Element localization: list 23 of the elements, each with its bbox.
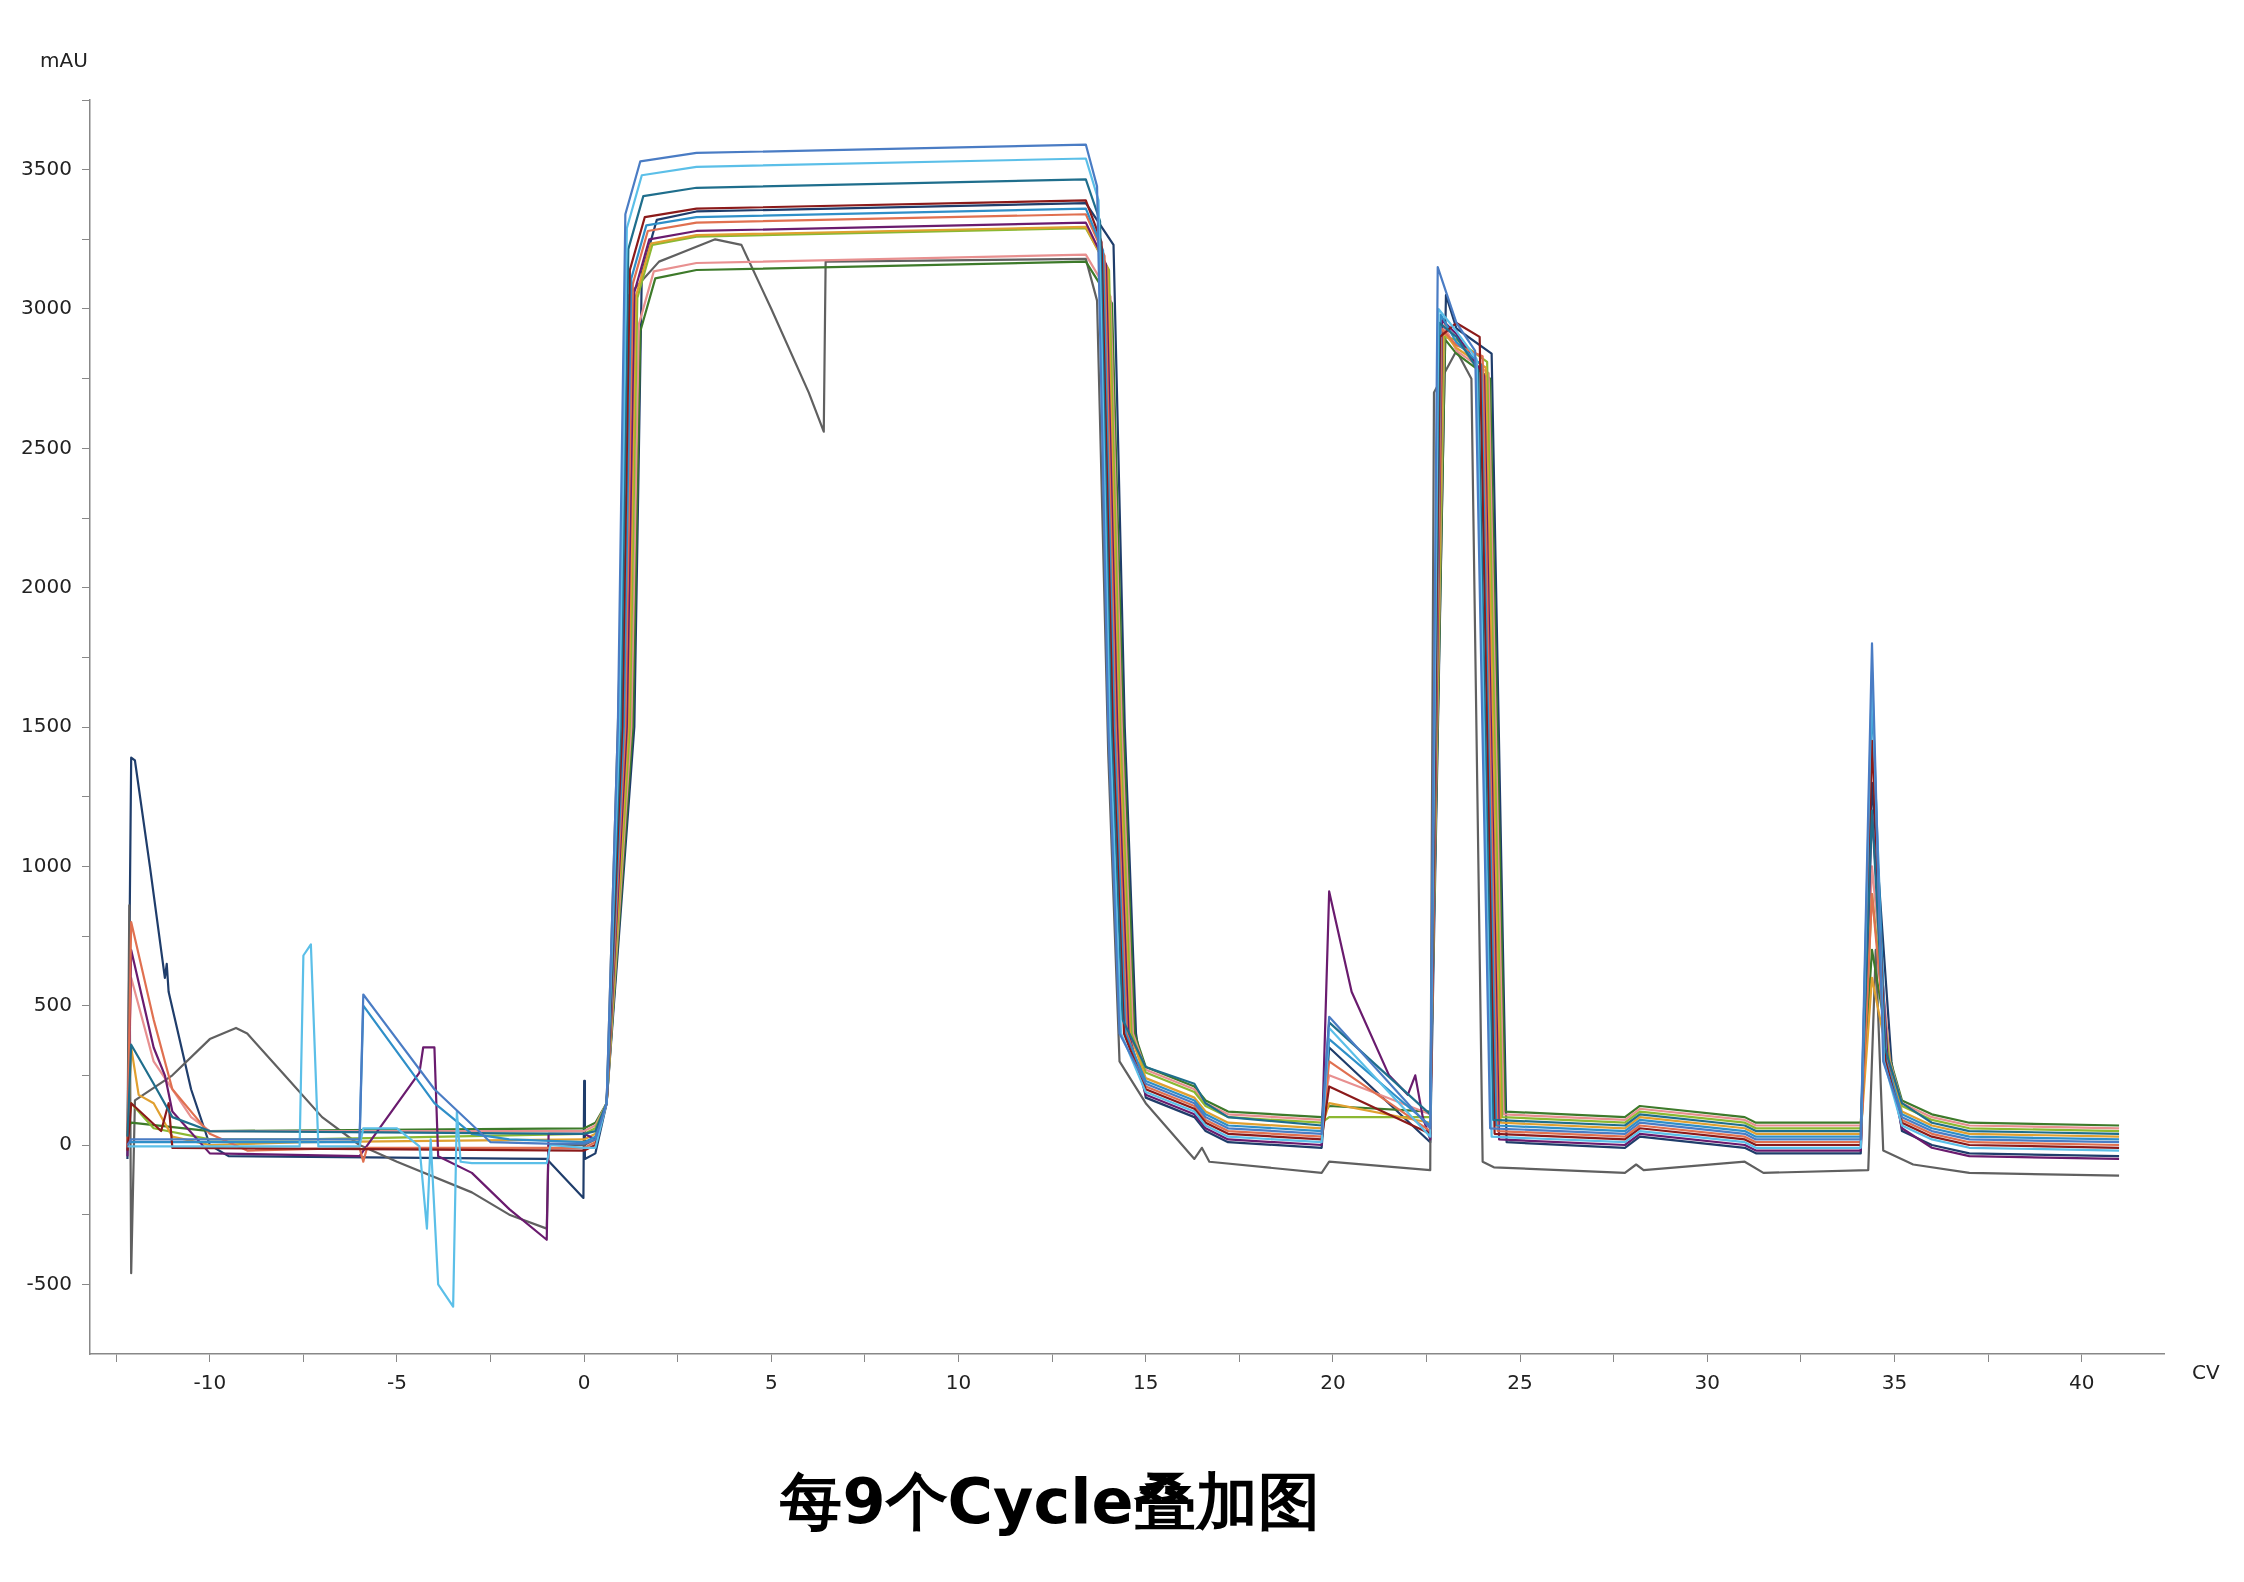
x-tick-label: 10 — [945, 1370, 972, 1395]
x-tick-label: 30 — [1694, 1370, 1720, 1395]
x-tick-label: 0 — [577, 1370, 591, 1395]
y-tick-label: 1500 — [21, 713, 72, 738]
x-tick-label: 25 — [1507, 1370, 1533, 1395]
x-tick-label: -10 — [193, 1370, 227, 1395]
y-tick-label: 3500 — [21, 155, 72, 180]
x-tick-label: 15 — [1132, 1370, 1159, 1395]
text: 每9个Cycle叠加图 — [779, 1464, 1321, 1540]
y-tick-label: 2000 — [21, 573, 72, 598]
y-tick-label: 500 — [33, 991, 72, 1016]
y-tick-label: 0 — [59, 1131, 72, 1156]
x-tick-label: 5 — [764, 1370, 778, 1395]
x-tick-label: 35 — [1881, 1370, 1908, 1395]
x-axis-title: CV — [2192, 1360, 2220, 1385]
x-tick-label: 40 — [2068, 1370, 2095, 1395]
x-tick-label: 20 — [1320, 1370, 1346, 1395]
x-tick-label: -5 — [387, 1370, 407, 1395]
y-axis-title: mAU — [40, 48, 88, 73]
y-tick-label: 3000 — [21, 295, 72, 320]
y-tick-label: -500 — [26, 1270, 72, 1295]
y-tick-label: 1000 — [21, 852, 72, 877]
y-tick-label: 2500 — [21, 434, 72, 459]
